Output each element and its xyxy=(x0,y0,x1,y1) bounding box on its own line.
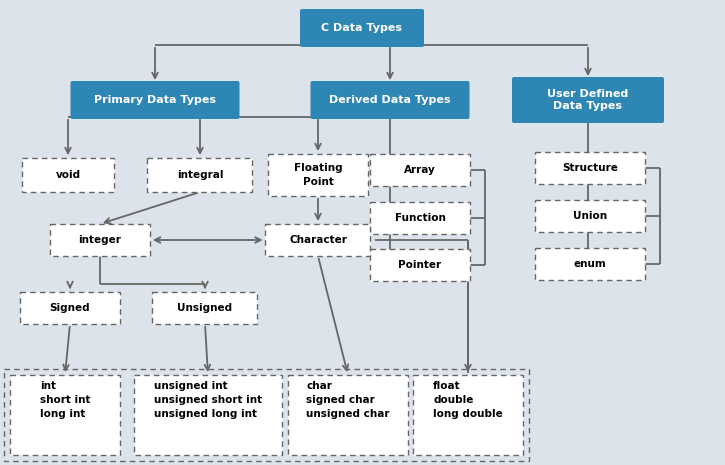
Text: Floating
Point: Floating Point xyxy=(294,163,342,187)
FancyBboxPatch shape xyxy=(512,77,664,123)
Text: char
signed char
unsigned char: char signed char unsigned char xyxy=(306,381,390,419)
FancyBboxPatch shape xyxy=(268,154,368,196)
Text: Derived Data Types: Derived Data Types xyxy=(329,95,451,105)
Text: Structure: Structure xyxy=(562,163,618,173)
Text: User Defined
Data Types: User Defined Data Types xyxy=(547,89,629,111)
Text: Character: Character xyxy=(289,235,347,245)
Text: Signed: Signed xyxy=(50,303,91,313)
FancyBboxPatch shape xyxy=(370,249,470,281)
FancyBboxPatch shape xyxy=(310,81,470,119)
FancyBboxPatch shape xyxy=(147,158,252,192)
FancyBboxPatch shape xyxy=(535,200,645,232)
Text: void: void xyxy=(55,170,80,180)
Text: float
double
long double: float double long double xyxy=(433,381,503,419)
Text: C Data Types: C Data Types xyxy=(321,23,402,33)
Text: Primary Data Types: Primary Data Types xyxy=(94,95,216,105)
FancyBboxPatch shape xyxy=(265,224,370,256)
FancyBboxPatch shape xyxy=(50,224,150,256)
FancyBboxPatch shape xyxy=(152,292,257,324)
FancyBboxPatch shape xyxy=(370,202,470,234)
Text: Union: Union xyxy=(573,211,607,221)
FancyBboxPatch shape xyxy=(22,158,114,192)
FancyBboxPatch shape xyxy=(4,369,529,461)
FancyBboxPatch shape xyxy=(20,292,120,324)
FancyBboxPatch shape xyxy=(413,375,523,455)
FancyBboxPatch shape xyxy=(288,375,408,455)
FancyBboxPatch shape xyxy=(370,154,470,186)
FancyBboxPatch shape xyxy=(535,152,645,184)
Text: integer: integer xyxy=(78,235,121,245)
Text: Function: Function xyxy=(394,213,445,223)
Text: Array: Array xyxy=(404,165,436,175)
FancyBboxPatch shape xyxy=(300,9,424,47)
Text: Unsigned: Unsigned xyxy=(178,303,233,313)
FancyBboxPatch shape xyxy=(70,81,239,119)
Text: enum: enum xyxy=(573,259,606,269)
Text: integral: integral xyxy=(177,170,223,180)
Text: int
short int
long int: int short int long int xyxy=(40,381,90,419)
FancyBboxPatch shape xyxy=(10,375,120,455)
FancyBboxPatch shape xyxy=(134,375,282,455)
Text: unsigned int
unsigned short int
unsigned long int: unsigned int unsigned short int unsigned… xyxy=(154,381,262,419)
Text: Pointer: Pointer xyxy=(399,260,442,270)
FancyBboxPatch shape xyxy=(535,248,645,280)
